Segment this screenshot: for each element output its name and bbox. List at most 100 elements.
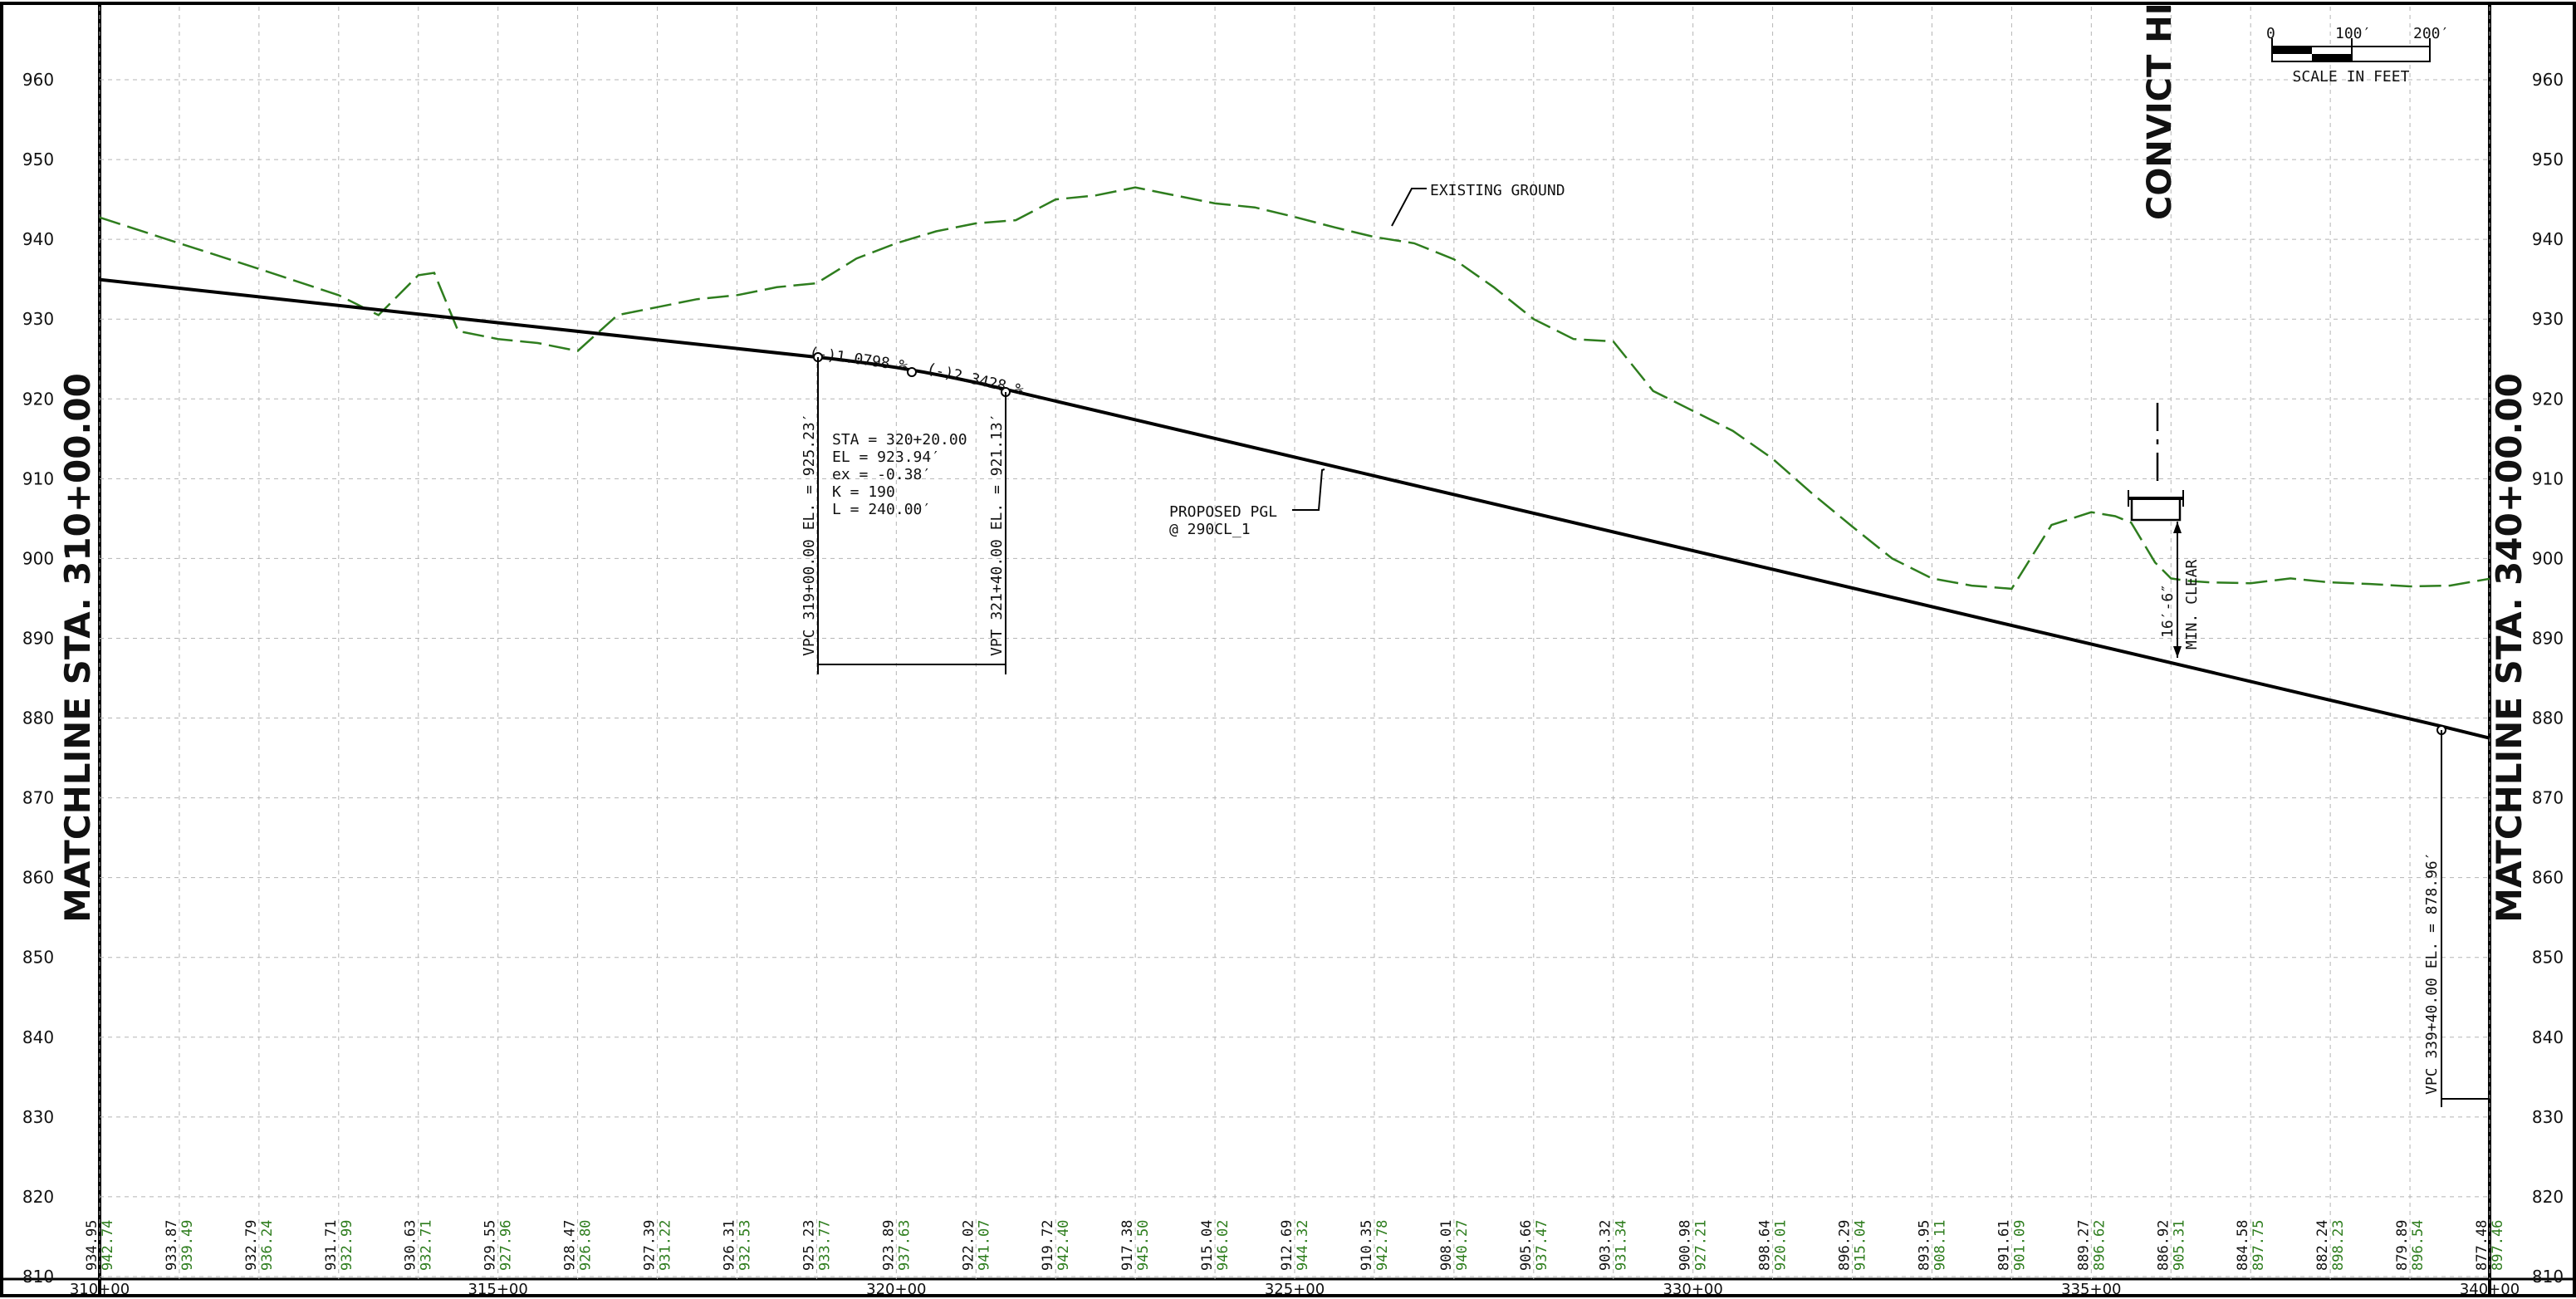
proposed-elevation-value: 930.63	[403, 1220, 419, 1271]
station-tick-label: 340+00	[2460, 1281, 2520, 1298]
existing-ground-leader	[1391, 188, 1427, 227]
elevation-tick-label: 820	[2532, 1187, 2564, 1207]
proposed-elevation-value: 934.95	[84, 1220, 100, 1271]
proposed-elevation-value: 927.39	[642, 1220, 659, 1271]
elevation-tick-label: 930	[22, 309, 54, 329]
station-tick-label: 315+00	[468, 1281, 527, 1298]
vpt-label: VPT 321+40.00 EL. = 921.13′	[988, 413, 1006, 656]
proposed-elevation-value: 896.29	[1837, 1220, 1854, 1271]
elevation-tick-label: 960	[2532, 70, 2564, 90]
proposed-elevation-value: 877.48	[2474, 1220, 2490, 1271]
curve-data-ex: ex = -0.38′	[832, 466, 931, 483]
proposed-elevation-value: 893.95	[1916, 1220, 1932, 1271]
existing-elevation-value: 942.40	[1055, 1220, 1072, 1271]
proposed-elevation-value: 879.89	[2394, 1220, 2411, 1271]
elevation-tick-label: 920	[2532, 389, 2564, 409]
existing-elevation-value: 896.54	[2410, 1220, 2427, 1271]
proposed-elevation-value: 900.98	[1677, 1220, 1694, 1271]
elevation-tick-label: 930	[2532, 309, 2564, 329]
vpc-label: VPC 319+00.00 EL. = 925.23′	[801, 413, 818, 656]
proposed-elevation-value: 889.27	[2075, 1220, 2092, 1271]
scale-tick-0: 0	[2266, 25, 2275, 42]
existing-elevation-value: 897.46	[2490, 1220, 2506, 1271]
vertical-curve-2: VPC 339+40.00 EL. = 878.96′	[2423, 725, 2490, 1107]
existing-elevation-value: 927.21	[1693, 1220, 1710, 1271]
existing-ground-line	[99, 186, 2490, 591]
station-tick-label: 320+00	[866, 1281, 926, 1298]
scale-tick-100: 100′	[2335, 25, 2371, 42]
elevation-axis-left: 810 820 830 840 850 860 870 880 890 900 910 920 930 9…	[22, 70, 54, 1287]
existing-elevation-value: 898.23	[2330, 1220, 2347, 1271]
elevation-tick-label: 960	[22, 70, 54, 90]
existing-elevation-value: 942.74	[100, 1220, 116, 1271]
proposed-elevation-value: 903.32	[1598, 1220, 1614, 1271]
proposed-elevation-value: 925.23	[801, 1220, 817, 1271]
clearance-text: MIN. CLEAR	[2183, 559, 2201, 650]
existing-elevation-value: 897.75	[2250, 1220, 2267, 1271]
vertical-curve-1: (-)1.0798 % (-)2.3428 % VPC 319+00.00 EL…	[801, 344, 1026, 674]
grade-out-label: (-)2.3428 %	[925, 360, 1026, 399]
curve-data-k: K = 190	[832, 483, 895, 501]
existing-elevation-value: 939.49	[179, 1220, 196, 1271]
elevation-tick-label: 820	[22, 1187, 54, 1207]
grid	[99, 7, 2490, 1279]
proposed-pgl-leader	[1292, 468, 1325, 511]
elevation-tick-label: 900	[2532, 548, 2564, 568]
elevation-tick-label: 950	[22, 150, 54, 169]
elevation-tick-label: 870	[22, 788, 54, 808]
elevation-tick-label: 860	[2532, 868, 2564, 888]
proposed-pgl-sub: @ 290CL_1	[1169, 521, 1251, 538]
existing-elevation-value: 926.80	[578, 1220, 595, 1271]
proposed-pgl-line	[99, 277, 2490, 740]
station-tick-label: 325+00	[1265, 1281, 1325, 1298]
proposed-elevation-value: 912.69	[1279, 1220, 1295, 1271]
elevation-tick-label: 880	[2532, 708, 2564, 728]
elevation-tick-label: 910	[22, 468, 54, 488]
existing-elevation-value: 896.62	[2091, 1220, 2108, 1271]
elevation-tick-label: 850	[22, 948, 54, 968]
proposed-elevation-value: 882.24	[2314, 1220, 2331, 1271]
proposed-elevation-value: 905.66	[1518, 1220, 1535, 1271]
elevation-tick-label: 840	[2532, 1027, 2564, 1047]
proposed-elevation-value: 933.87	[164, 1220, 180, 1271]
proposed-elevation-value: 886.92	[2155, 1220, 2172, 1271]
existing-elevation-value: 945.50	[1135, 1220, 1152, 1271]
proposed-pgl-label: PROPOSED PGL	[1169, 503, 1277, 521]
clearance-value: 16′-6″	[2159, 584, 2177, 638]
elevation-tick-label: 940	[2532, 229, 2564, 249]
proposed-elevation-value: 884.58	[2235, 1220, 2251, 1271]
proposed-elevation-value: 932.79	[243, 1220, 260, 1271]
elevation-tick-label: 850	[2532, 948, 2564, 968]
elevation-tick-label: 840	[22, 1027, 54, 1047]
proposed-elevation-value: 923.89	[880, 1220, 897, 1271]
elevation-tick-label: 860	[22, 868, 54, 888]
bridge-clearance: 16′-6″ MIN. CLEAR	[2128, 490, 2201, 658]
curve-data-l: L = 240.00′	[832, 501, 931, 518]
station-tick-label: 335+00	[2061, 1281, 2121, 1298]
existing-elevation-value: 931.22	[658, 1220, 674, 1271]
proposed-elevation-value: 898.64	[1757, 1220, 1774, 1271]
elevation-tick-label: 810	[2532, 1267, 2564, 1287]
matchline-right: MATCHLINE STA. 340+00.00	[2489, 373, 2529, 923]
existing-elevation-value: 931.34	[1614, 1220, 1630, 1271]
existing-elevation-value: 946.02	[1215, 1220, 1232, 1271]
elevation-axis-right: 810 820 830 840 850 860 870 880 890 900 910 920 930 9…	[2532, 70, 2564, 1287]
proposed-elevation-value: 908.01	[1438, 1220, 1455, 1271]
elevation-tick-label: 890	[22, 628, 54, 648]
existing-elevation-value: 944.32	[1295, 1220, 1311, 1271]
scale-caption: SCALE IN FEET	[2293, 68, 2410, 86]
existing-elevation-value: 920.01	[1773, 1220, 1790, 1271]
elevation-tick-label: 900	[22, 548, 54, 568]
station-tick-label: 310+00	[70, 1281, 130, 1298]
elevation-tick-label: 940	[22, 229, 54, 249]
elevation-tick-label: 890	[2532, 628, 2564, 648]
existing-elevation-value: 941.07	[976, 1220, 992, 1271]
existing-elevation-value: 942.78	[1374, 1220, 1391, 1271]
elevation-tick-label: 880	[22, 708, 54, 728]
existing-elevation-value: 927.96	[498, 1220, 515, 1271]
elevation-tick-label: 920	[22, 389, 54, 409]
existing-elevation-value: 905.31	[2171, 1220, 2187, 1271]
proposed-elevation-value: 919.72	[1040, 1220, 1056, 1271]
